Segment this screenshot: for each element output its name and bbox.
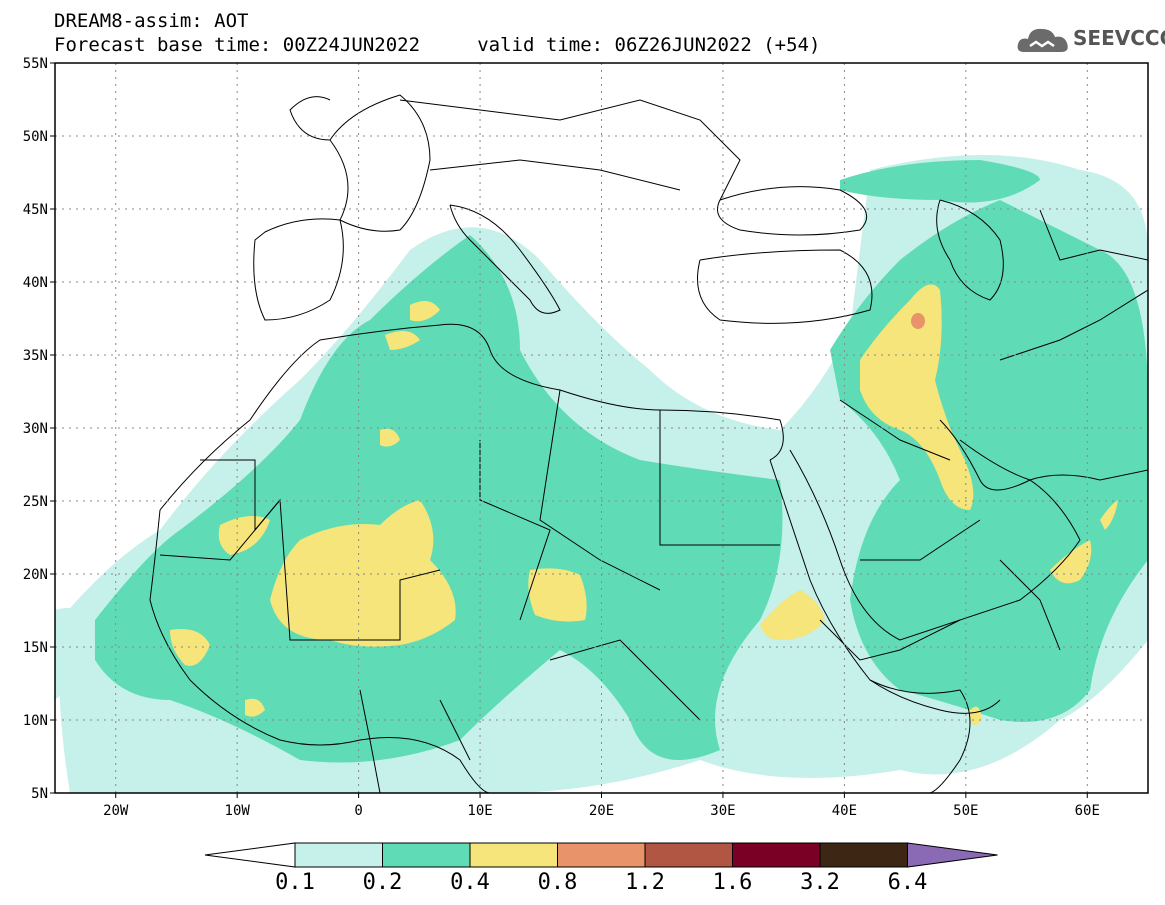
lat-label: 35N: [23, 348, 48, 364]
colorbar-level-label: 0.8: [537, 870, 578, 895]
colorbar-level-label: 0.1: [275, 870, 315, 895]
lat-label: 30N: [23, 421, 48, 437]
colorbar-segment: [294, 842, 383, 868]
colorbar-segment: [382, 842, 471, 868]
graticule: [55, 63, 1148, 793]
colorbar: [204, 842, 998, 868]
seevccc-logo: SEEVCCC: [1016, 22, 1165, 56]
lat-label: 5N: [31, 786, 48, 802]
lon-label: 30E: [710, 803, 735, 819]
lat-label: 15N: [23, 640, 48, 656]
colorbar-level-label: 1.2: [625, 870, 665, 895]
lat-label: 45N: [23, 202, 48, 218]
colorbar-level-label: 6.4: [887, 870, 928, 895]
lat-label: 10N: [23, 713, 48, 729]
aot-level-0.4: [170, 284, 1118, 725]
logo-text: SEEVCCC: [1073, 26, 1165, 50]
lon-label: 50E: [953, 803, 978, 819]
colorbar-segment: [644, 842, 733, 868]
lon-label: 0: [354, 803, 362, 819]
lat-label: 25N: [23, 494, 48, 510]
colorbar-level-label: 0.2: [362, 870, 403, 895]
colorbar-lower-arrow: [204, 842, 296, 868]
colorbar-segment: [732, 842, 821, 868]
colorbar-level-label: 3.2: [800, 870, 840, 895]
colorbar-level-label: 0.4: [450, 870, 490, 895]
aot-map: 55N 50N 45N 40N 35N 30N 25N 20N 15N 10N 5N 20W 10W 0…: [23, 56, 1149, 819]
colorbar-segment: [819, 842, 908, 868]
title-line-2: Forecast base time: 00Z24JUN2022 valid t…: [54, 34, 821, 56]
lon-label: 20W: [103, 803, 129, 819]
lat-label: 20N: [23, 567, 48, 583]
cloud-icon: [1017, 28, 1068, 52]
colorbar-level-label: 1.6: [712, 870, 753, 895]
lon-label: 60E: [1075, 803, 1100, 819]
latitude-labels: 55N 50N 45N 40N 35N 30N 25N 20N 15N 10N 5N: [23, 56, 55, 802]
lat-label: 50N: [23, 129, 48, 145]
title-line-1: DREAM8-assim: AOT: [54, 10, 249, 32]
lon-label: 40E: [832, 803, 857, 819]
lon-label: 10E: [467, 803, 492, 819]
lat-label: 40N: [23, 275, 48, 291]
colorbar-segment: [557, 842, 646, 868]
coastlines: [149, 94, 1148, 793]
aot-level-0.8: [911, 313, 925, 329]
lon-label: 10W: [225, 803, 251, 819]
colorbar-upper-arrow: [907, 842, 998, 868]
lat-label: 55N: [23, 56, 48, 72]
colorbar-segment: [469, 842, 558, 868]
longitude-labels: 20W 10W 0 10E 20E 30E 40E 50E 60E: [103, 793, 1100, 819]
lon-label: 20E: [589, 803, 614, 819]
